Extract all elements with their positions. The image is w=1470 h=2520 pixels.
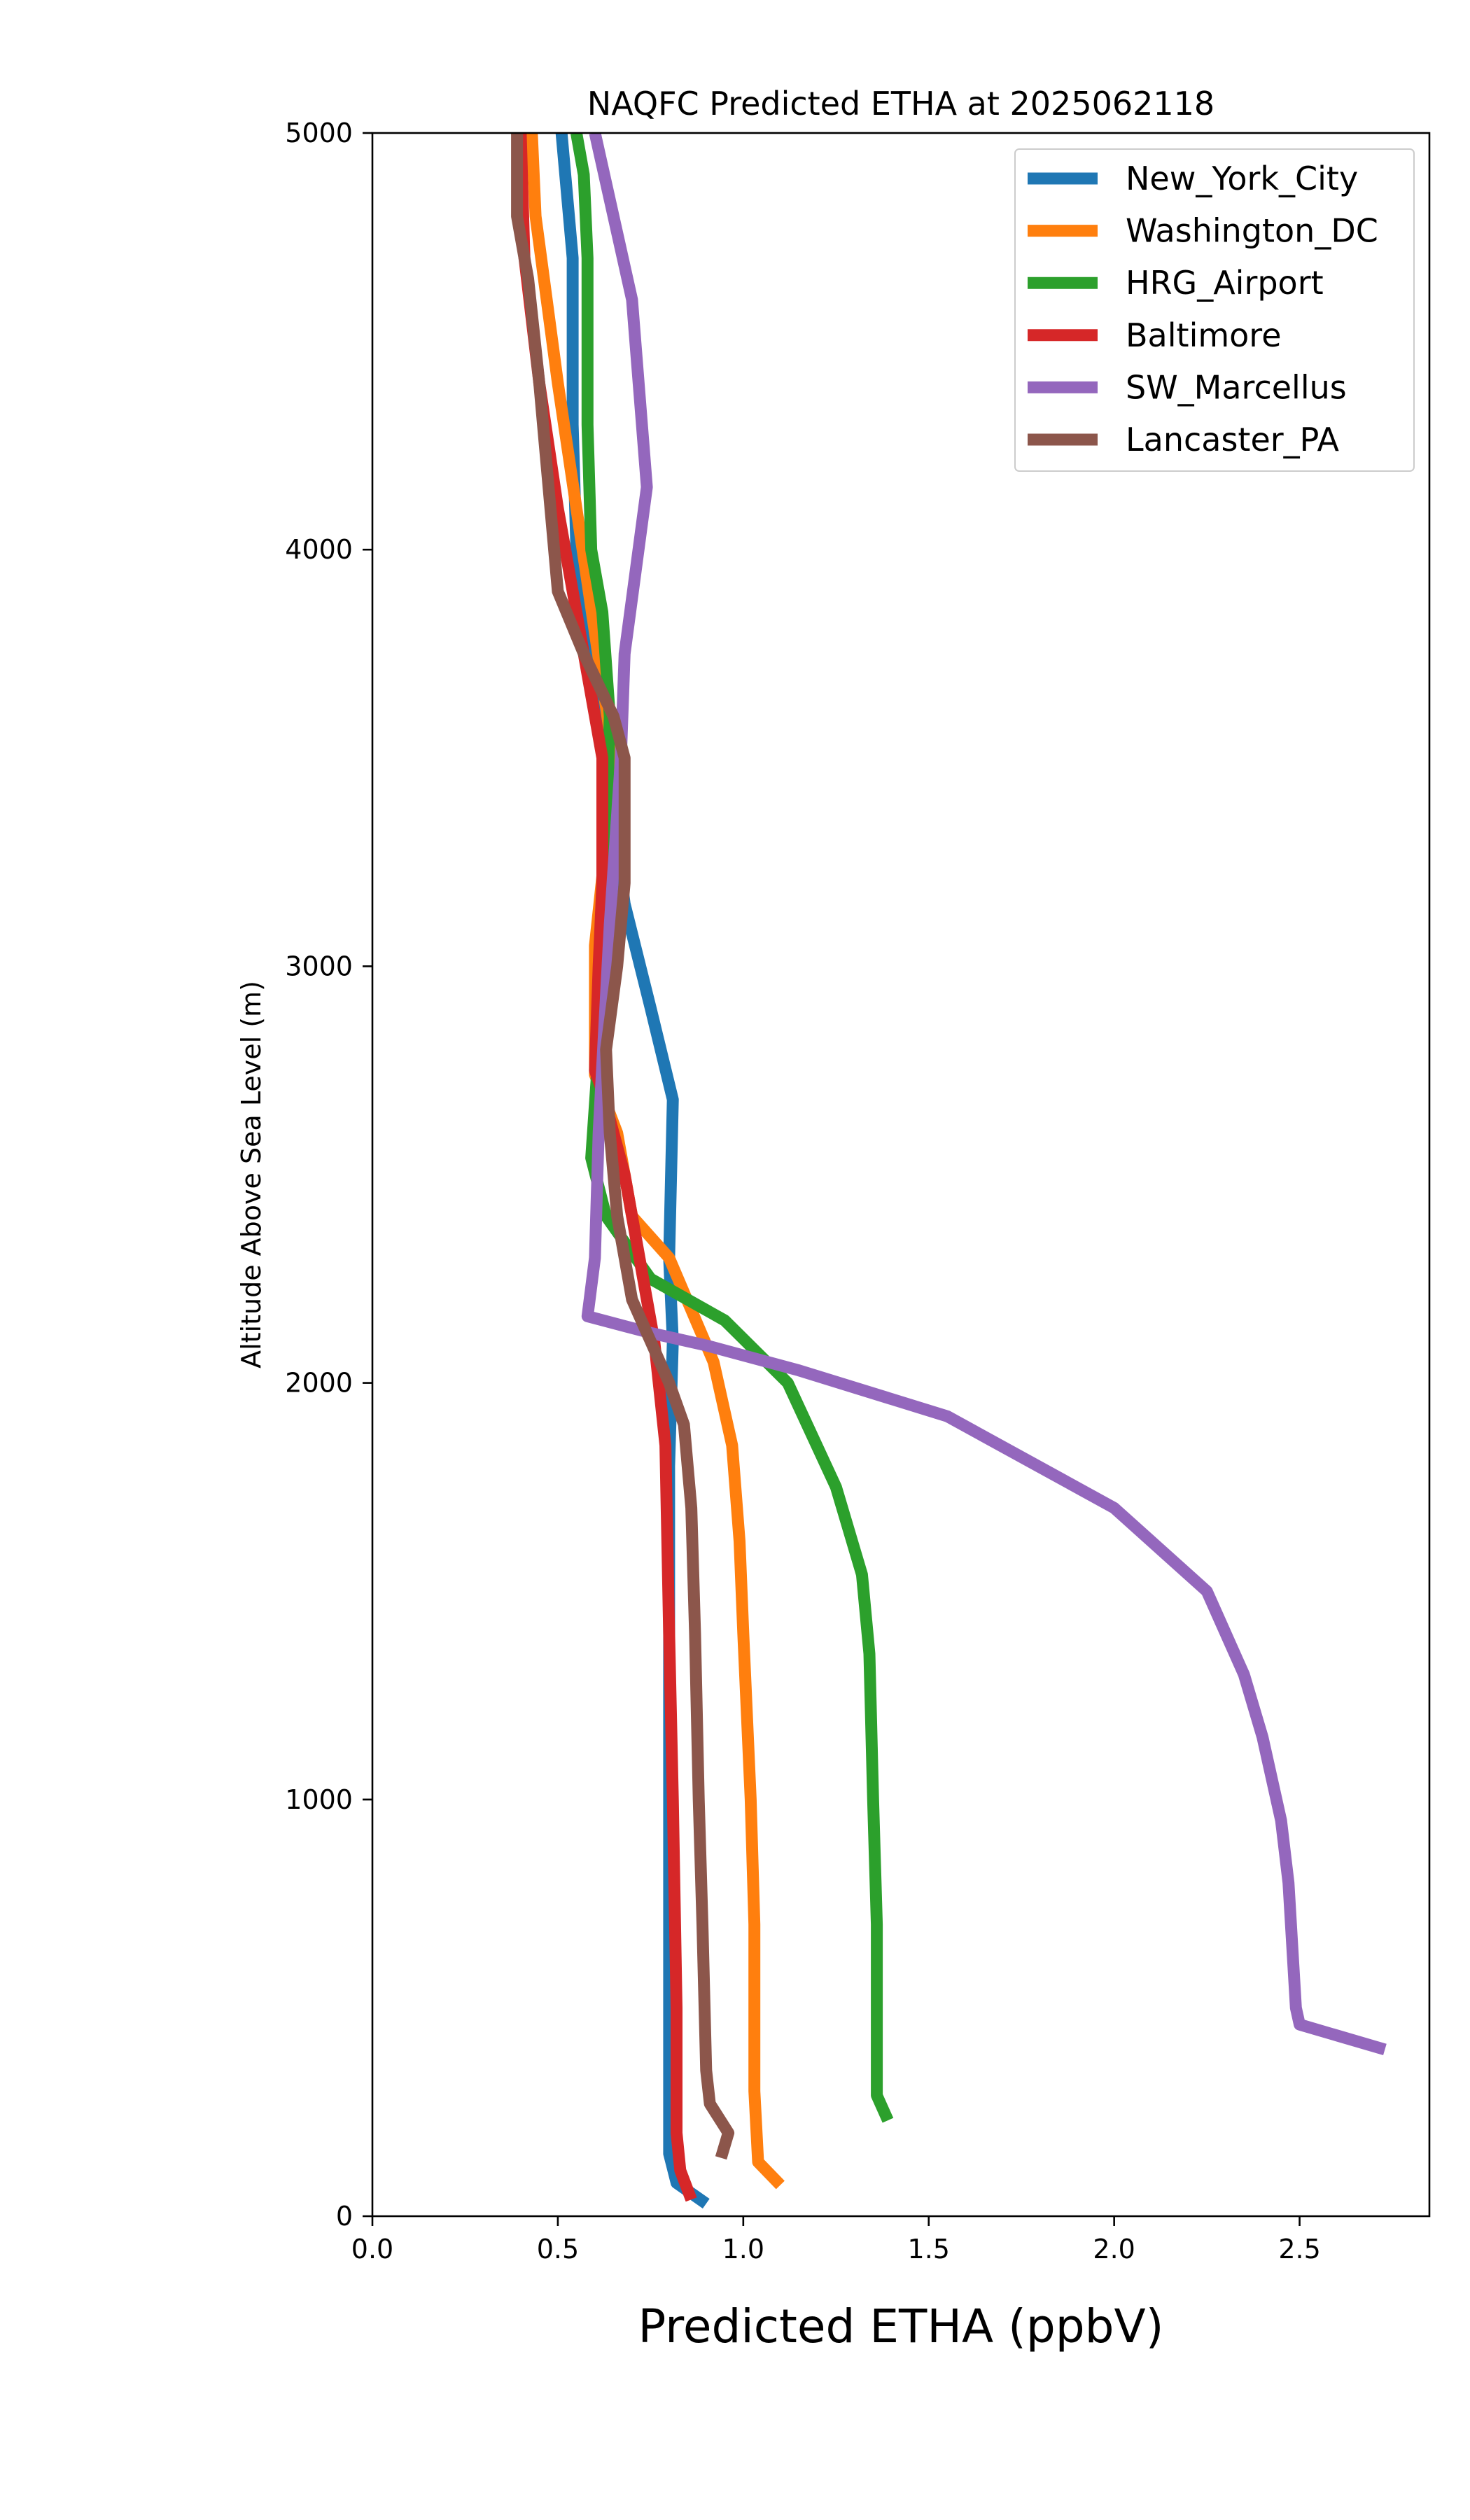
x-tick-label: 1.0 [722,2234,764,2264]
y-tick-label: 3000 [285,951,353,981]
legend-label: Lancaster_PA [1126,421,1339,458]
y-tick-label: 2000 [285,1368,353,1399]
y-tick-label: 1000 [285,1784,353,1815]
ticks-layer: 0.0 0.5 1.0 1.5 2.0 2.5 0 1000 2000 3000 4000 5000 [285,118,1320,2264]
legend-label: New_York_City [1126,160,1358,197]
series-line-sw-marcellus [581,133,1387,2056]
x-axis-label: Predicted ETHA (ppbV) [638,2300,1164,2353]
y-axis-label: Altitude Above Sea Level (m) [236,981,267,1368]
y-tick-label: 5000 [285,118,353,148]
legend-label: Baltimore [1126,316,1282,354]
legend-box [1014,148,1415,472]
legend-label: Washington_DC [1126,212,1378,250]
y-tick-label: 0 [336,2201,353,2232]
plot-frame [371,132,1431,2218]
legend-label: SW_Marcellus [1126,368,1347,406]
x-tick-label: 2.0 [1093,2234,1135,2264]
x-tick-label: 0.0 [351,2234,393,2264]
x-tick-label: 1.5 [908,2234,950,2264]
series-line-lancaster-pa [511,133,735,2160]
y-tick-label: 4000 [285,534,353,565]
series-layer [511,133,1387,2209]
legend-entries: New_York_City Washington_DC HRG_Airport Bal… [1028,160,1378,458]
legend: New_York_City Washington_DC HRG_Airport Bal… [1014,148,1415,472]
x-tick-label: 0.5 [537,2234,579,2264]
chart-title: NAQFC Predicted ETHA at 2025062118 [587,85,1214,122]
x-tick-label: 2.5 [1278,2234,1320,2264]
legend-label: HRG_Airport [1126,264,1324,302]
